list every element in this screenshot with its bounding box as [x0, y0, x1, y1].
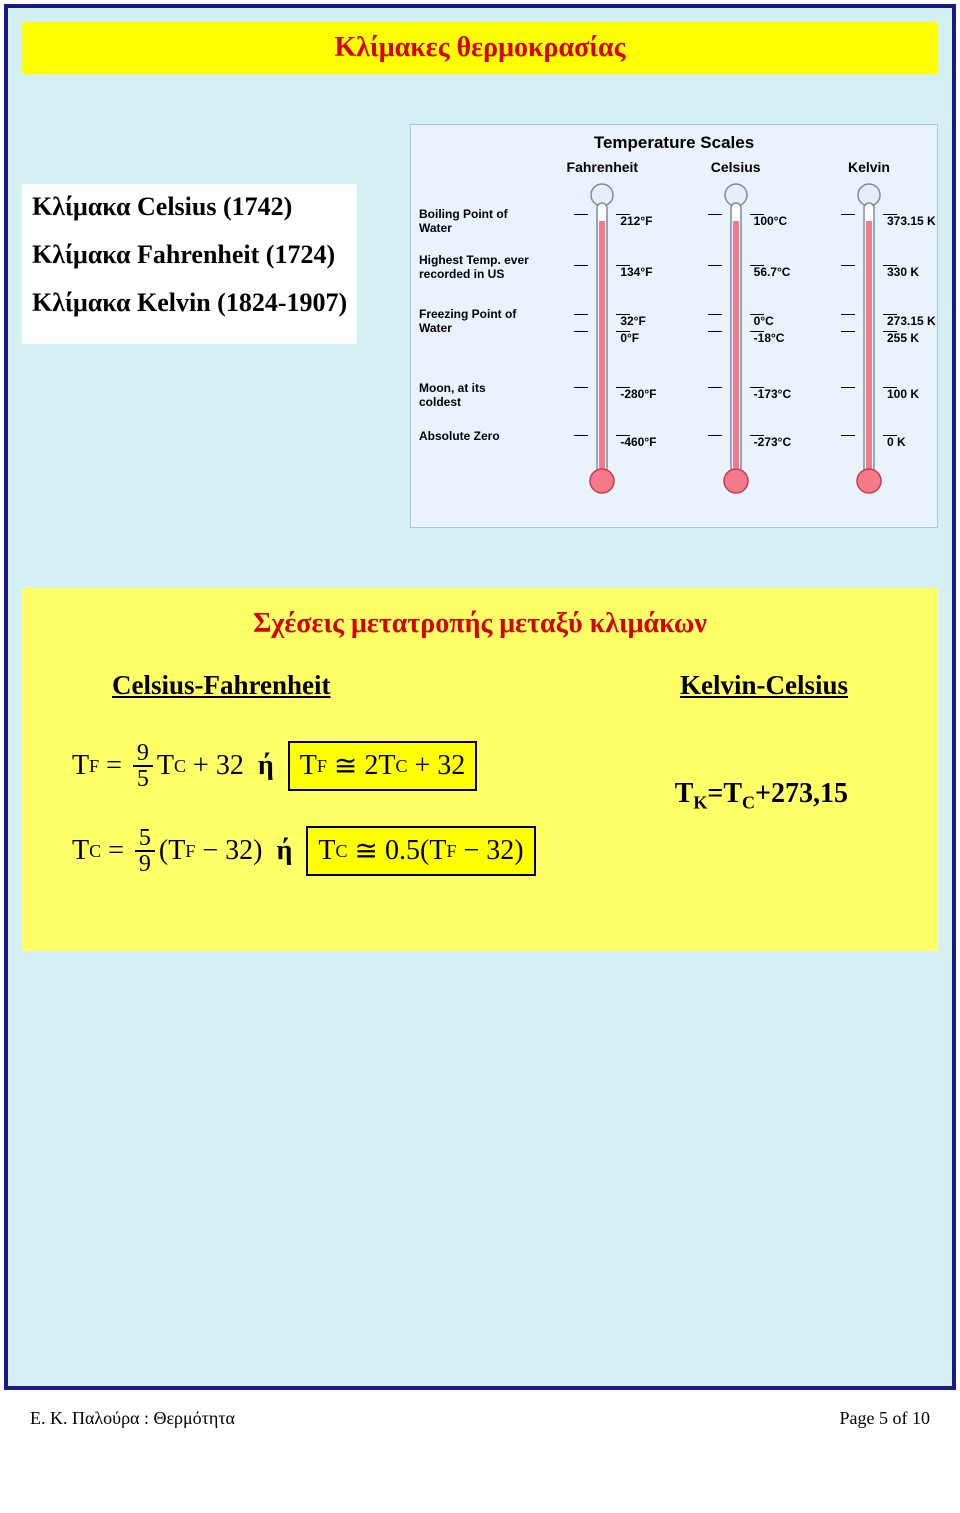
col-header: Kelvin: [848, 159, 890, 181]
thermometer-fahrenheit: Fahrenheit 212°F 134°F 32°F 0°F -280°F -…: [542, 159, 662, 519]
reading: 0 K: [887, 435, 906, 449]
col-header: Celsius: [711, 159, 761, 181]
thermometer-icon: [855, 181, 883, 501]
formula-tc-exact: TC = 59 (TF − 32): [72, 826, 263, 876]
footer-right: Page 5 of 10: [840, 1408, 930, 1429]
reading: 32°F: [620, 314, 645, 328]
formula-kelvin: TK=TC+273,15: [675, 778, 848, 814]
row-label: Absolute Zero: [419, 429, 500, 443]
footer-left: Ε. Κ. Παλούρα : Θερμότητα: [30, 1408, 235, 1429]
reading: -273°C: [754, 435, 791, 449]
chart-columns: Boiling Point of Water Highest Temp. eve…: [419, 159, 929, 519]
formula-tf-approx: TF ≅ 2TC + 32: [288, 741, 478, 791]
reading: 373.15 K: [887, 214, 936, 228]
reading: 100°C: [754, 214, 788, 228]
reading: -173°C: [754, 387, 791, 401]
page-outer-border: Κλίμακες θερμοκρασίας Κλίμακα Celsius (1…: [4, 4, 956, 1390]
reading: -280°F: [620, 387, 656, 401]
row-label: Boiling Point of Water: [419, 207, 529, 235]
formula-row-1: TF = 95 TC + 32 ή TF ≅ 2TC + 32 TK=TC+27…: [52, 741, 908, 791]
page-title-banner: Κλίμακες θερμοκρασίας: [22, 22, 938, 74]
reading: -18°C: [754, 331, 785, 345]
page-content: Κλίμακες θερμοκρασίας Κλίμακα Celsius (1…: [7, 7, 953, 1387]
or-word: ή: [258, 750, 274, 782]
or-word: ή: [277, 835, 293, 867]
thermometer-kelvin: Kelvin 373.15 K 330 K 273.15 K 255 K 100…: [809, 159, 929, 519]
formula-tc-approx: TC ≅ 0.5(TF − 32): [306, 826, 535, 876]
scale-fahrenheit: Κλίμακα Fahrenheit (1724): [32, 240, 347, 270]
reading: 0°C: [754, 314, 774, 328]
row-label: Moon, at its coldest: [419, 381, 529, 409]
col-header: Fahrenheit: [567, 159, 639, 181]
scales-list: Κλίμακα Celsius (1742) Κλίμακα Fahrenhei…: [22, 184, 357, 344]
chart-row-labels: Boiling Point of Water Highest Temp. eve…: [419, 159, 529, 499]
conversion-column-headers: Celsius-Fahrenheit Kelvin-Celsius: [52, 670, 908, 701]
thermometer-icon: [722, 181, 750, 501]
thermometer-icon: [588, 181, 616, 501]
page-footer: Ε. Κ. Παλούρα : Θερμότητα Page 5 of 10: [0, 1394, 960, 1439]
top-section: Κλίμακα Celsius (1742) Κλίμακα Fahrenhei…: [22, 124, 938, 528]
reading: 100 K: [887, 387, 919, 401]
row-label: Freezing Point of Water: [419, 307, 529, 335]
row-label: Highest Temp. ever recorded in US: [419, 253, 529, 281]
formula-tf-exact: TF = 95 TC + 32: [72, 741, 244, 791]
reading: 56.7°C: [754, 265, 791, 279]
page-title: Κλίμακες θερμοκρασίας: [335, 32, 626, 63]
reading: 134°F: [620, 265, 652, 279]
kc-label: Kelvin-Celsius: [680, 670, 848, 701]
reading: 0°F: [620, 331, 639, 345]
formula-row-2: TC = 59 (TF − 32) ή TC ≅ 0.5(TF − 32): [52, 826, 908, 876]
reading: 330 K: [887, 265, 919, 279]
reading: 255 K: [887, 331, 919, 345]
thermometer-celsius: Celsius 100°C 56.7°C 0°C -18°C -173°C -2…: [676, 159, 796, 519]
temperature-chart: Temperature Scales Boiling Point of Wate…: [410, 124, 938, 528]
chart-title: Temperature Scales: [419, 133, 929, 153]
reading: 273.15 K: [887, 314, 936, 328]
conversions-panel: Σχέσεις μετατροπής μεταξύ κλιμάκων Celsi…: [22, 588, 938, 951]
reading: -460°F: [620, 435, 656, 449]
scale-celsius: Κλίμακα Celsius (1742): [32, 192, 347, 222]
conversions-heading: Σχέσεις μετατροπής μεταξύ κλιμάκων: [52, 608, 908, 640]
reading: 212°F: [620, 214, 652, 228]
cf-label: Celsius-Fahrenheit: [112, 670, 331, 701]
scale-kelvin: Κλίμακα Kelvin (1824-1907): [32, 288, 347, 318]
